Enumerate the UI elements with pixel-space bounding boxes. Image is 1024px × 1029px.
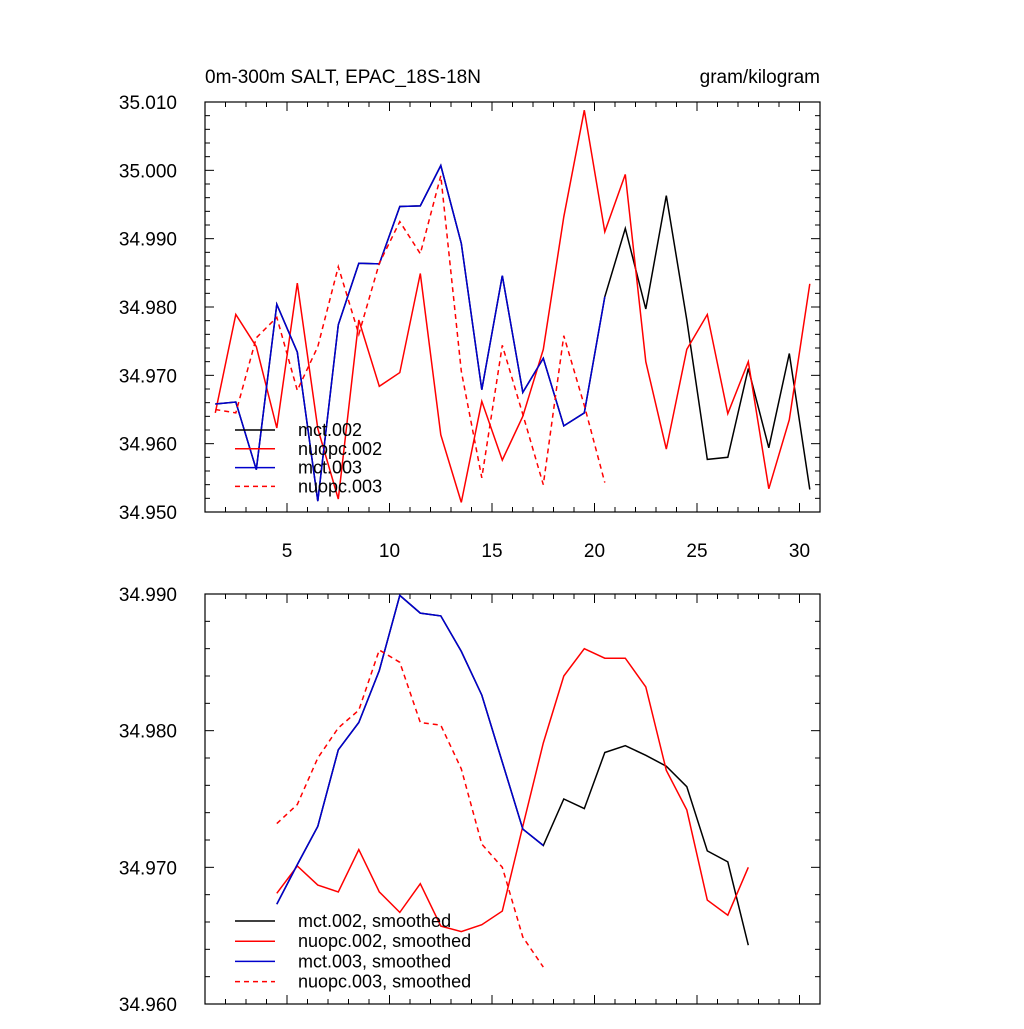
series-line-nuopc-002 [214, 110, 811, 503]
y-tick-label: 34.970 [119, 366, 177, 387]
y-tick-label: 35.010 [119, 93, 177, 114]
y-tick-label: 35.000 [119, 161, 177, 182]
y-tick-label: 34.990 [119, 230, 177, 251]
x-tick-label: 5 [282, 541, 293, 562]
top-panel-raw-salinity: 5 10 15 20 25 30 34.950 34.960 34.970 34.980 34.99… [119, 67, 821, 562]
y-tick-label: 34.950 [119, 503, 177, 524]
series-line-nuopc-002-smoothed [276, 647, 749, 933]
y-tick-label: 34.990 [119, 585, 177, 606]
x-tick-label: 25 [686, 541, 707, 562]
y-tick-label: 34.980 [119, 722, 177, 743]
series-line-nuopc-003-smoothed [276, 648, 544, 968]
y-tick-label: 34.960 [119, 435, 177, 456]
y-tick-label: 34.970 [119, 858, 177, 879]
y-tick-label: 34.980 [119, 298, 177, 319]
x-tick-label: 15 [481, 541, 502, 562]
series-line-mct-002-smoothed [276, 594, 750, 946]
legend-label: nuopc.002 [298, 439, 382, 459]
legend-label: mct.003 [298, 458, 362, 478]
legend-label: nuopc.002, smoothed [298, 931, 471, 951]
series-line-mct-003-smoothed [276, 594, 544, 905]
legend-label: mct.003, smoothed [298, 951, 451, 971]
legend-label: mct.002 [298, 420, 362, 440]
legend-label: nuopc.003 [298, 476, 382, 496]
x-tick-label: 30 [789, 541, 810, 562]
series-line-mct-003 [215, 163, 606, 502]
legend-label: nuopc.003, smoothed [298, 972, 471, 992]
chart-title-left: 0m-300m SALT, EPAC_18S-18N [205, 67, 481, 88]
chart-title-right-units: gram/kilogram [700, 67, 820, 88]
x-tick-label: 20 [584, 541, 605, 562]
y-tick-label: 34.960 [119, 995, 177, 1016]
bottom-panel-smoothed-salinity: 34.960 34.970 34.980 34.990 mct.002, smoothe… [119, 585, 821, 1016]
series-line-nuopc-003 [215, 175, 606, 485]
legend-label: mct.002, smoothed [298, 911, 451, 931]
x-tick-label: 10 [379, 541, 400, 562]
